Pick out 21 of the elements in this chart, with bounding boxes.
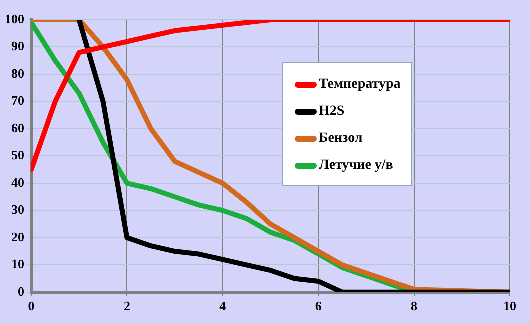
x-tick-label: 2 — [124, 298, 130, 314]
y-tick-label: 40 — [12, 174, 24, 190]
y-tick-label: 0 — [18, 284, 24, 299]
legend-label: Температура — [319, 76, 401, 92]
y-tick-label: 100 — [5, 11, 24, 26]
y-tick-label: 30 — [12, 202, 24, 218]
x-tick-label: 8 — [411, 298, 418, 314]
x-tick-label: 10 — [504, 298, 516, 314]
y-tick-label: 60 — [12, 120, 24, 136]
x-tick-label: 4 — [220, 298, 227, 314]
y-tick-label: 90 — [12, 38, 24, 54]
legend-label: Летучие у/в — [319, 158, 394, 174]
y-tick-label: 80 — [12, 66, 24, 81]
y-tick-label: 70 — [12, 93, 24, 108]
x-tick-label: 6 — [315, 298, 322, 314]
y-tick-label: 10 — [12, 256, 24, 272]
y-tick-label: 20 — [12, 229, 24, 244]
x-tick-label: 0 — [28, 298, 35, 314]
legend-label: Бензол — [319, 130, 363, 146]
y-tick-label: 50 — [12, 148, 24, 163]
legend-label: H2S — [319, 104, 345, 120]
